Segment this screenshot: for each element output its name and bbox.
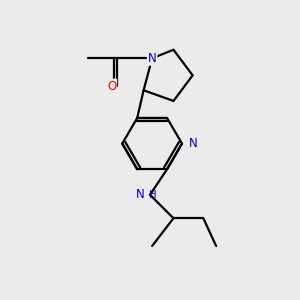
Text: N: N (188, 137, 197, 150)
Text: H: H (149, 190, 157, 200)
Text: N: N (148, 52, 157, 65)
Text: N: N (136, 188, 145, 201)
Text: O: O (107, 80, 116, 92)
